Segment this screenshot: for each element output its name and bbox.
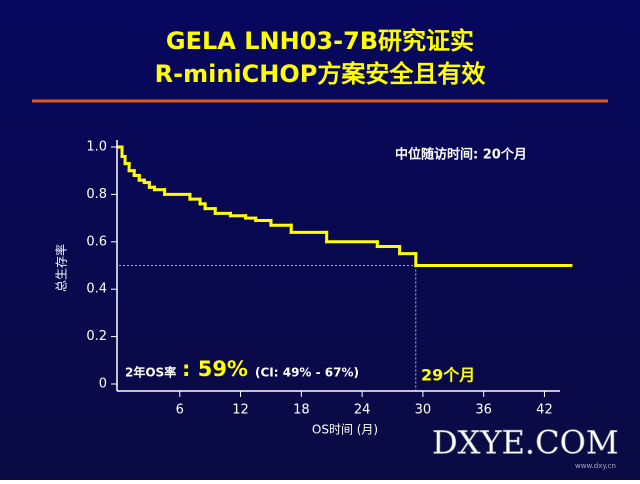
x-tick-label: 12: [232, 403, 249, 418]
chart-title: GELA LNH03-7B研究证实: [166, 27, 474, 55]
watermark: www.dxy.cn: [575, 462, 616, 470]
x-tick-label: 36: [475, 403, 492, 418]
annotation: : 59%: [182, 357, 248, 381]
watermark: DXYE.COM: [432, 424, 619, 462]
y-tick-label: 0: [99, 377, 107, 392]
x-tick-label: 6: [176, 403, 184, 418]
x-tick-label: 24: [354, 403, 371, 418]
x-tick-label: 42: [536, 403, 553, 418]
y-axis-label: 总生存率: [54, 244, 69, 292]
x-tick-label: 30: [415, 403, 432, 418]
annotation: 29个月: [421, 366, 475, 385]
annotation: 中位随访时间: 20个月: [395, 147, 527, 163]
x-tick-label: 18: [293, 403, 310, 418]
annotation: 2年OS率: [125, 365, 176, 380]
y-tick-label: 0.6: [86, 234, 107, 249]
y-tick-label: 0.8: [86, 187, 107, 202]
annotation: (CI: 49% - 67%): [255, 366, 359, 380]
chart-subtitle: R-miniCHOP方案安全且有效: [155, 60, 486, 88]
x-axis-label: OS时间 (月): [312, 423, 378, 437]
y-tick-label: 1.0: [86, 140, 107, 155]
y-tick-label: 0.4: [86, 282, 107, 297]
y-tick-label: 0.2: [86, 329, 107, 344]
